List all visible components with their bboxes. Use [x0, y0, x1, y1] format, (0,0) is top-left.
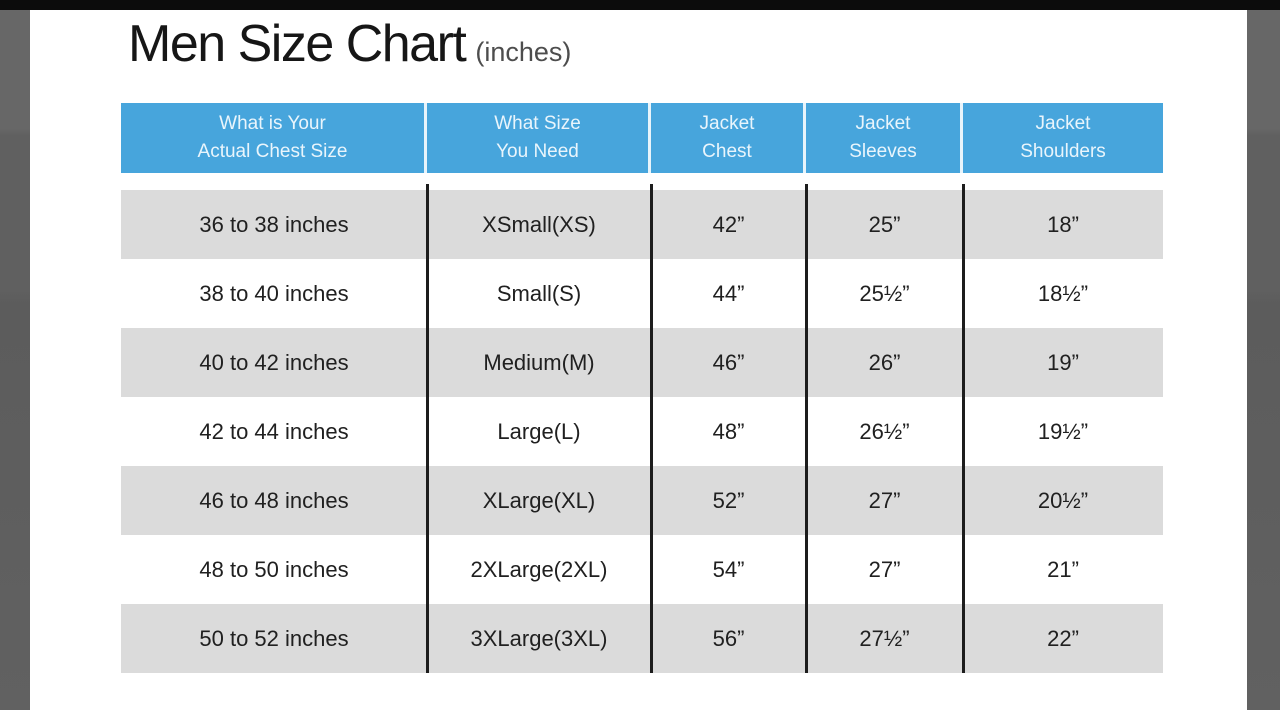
cell-jacket-sleeves: 27” — [868, 487, 901, 513]
cell-jacket-shoulders: 18½” — [1037, 280, 1089, 306]
column-header-actual-chest-size: What is Your Actual Chest Size — [121, 103, 427, 173]
left-letterbox-strip — [0, 10, 30, 710]
cell-chest-range: 38 to 40 inches — [199, 280, 349, 306]
cell-jacket-shoulders: 20½” — [1037, 487, 1089, 513]
cell-chest-range: 46 to 48 inches — [199, 487, 349, 513]
column-header-jacket-shoulders: Jacket Shoulders — [963, 103, 1163, 173]
column-divider — [426, 184, 429, 673]
column-header-size-you-need: What Size You Need — [427, 103, 651, 173]
cell-jacket-shoulders: 19” — [1047, 349, 1079, 375]
column-divider — [805, 184, 808, 673]
table-row: 48 to 50 inches 2XLarge(2XL) 54” 27” 21” — [121, 535, 1163, 604]
cell-jacket-chest: 42” — [712, 211, 745, 237]
cell-chest-range: 48 to 50 inches — [199, 556, 349, 582]
column-divider — [650, 184, 653, 673]
cell-chest-range: 36 to 38 inches — [199, 211, 349, 237]
cell-jacket-sleeves: 25” — [868, 211, 901, 237]
cell-jacket-sleeves: 27” — [868, 556, 901, 582]
cell-jacket-chest: 44” — [712, 280, 745, 306]
table-row: 40 to 42 inches Medium(M) 46” 26” 19” — [121, 328, 1163, 397]
cell-size-name: Medium(M) — [483, 349, 595, 375]
table-body: 36 to 38 inches XSmall(XS) 42” 25” 18” 3… — [121, 184, 1163, 673]
cell-size-name: Small(S) — [496, 280, 582, 306]
table-row: 46 to 48 inches XLarge(XL) 52” 27” 20½” — [121, 466, 1163, 535]
cell-size-name: 2XLarge(2XL) — [470, 556, 608, 582]
cell-size-name: 3XLarge(3XL) — [470, 625, 608, 651]
cell-chest-range: 50 to 52 inches — [199, 625, 349, 651]
cell-jacket-shoulders: 22” — [1047, 625, 1079, 651]
right-letterbox-strip — [1247, 10, 1280, 710]
header-line: You Need — [496, 141, 579, 162]
table-row: 38 to 40 inches Small(S) 44” 25½” 18½” — [121, 259, 1163, 328]
header-line: Shoulders — [1020, 141, 1106, 162]
cell-chest-range: 40 to 42 inches — [199, 349, 349, 375]
cell-jacket-sleeves: 27½” — [859, 625, 910, 651]
table-header-row: What is Your Actual Chest Size What Size… — [121, 103, 1163, 173]
size-chart-table: What is Your Actual Chest Size What Size… — [121, 103, 1163, 673]
page-title-unit-suffix: (inches) — [475, 37, 572, 67]
header-line: What is Your — [219, 113, 326, 134]
cell-size-name: XSmall(XS) — [482, 211, 596, 237]
table-row: 36 to 38 inches XSmall(XS) 42” 25” 18” — [121, 190, 1163, 259]
header-line: Chest — [702, 141, 752, 162]
header-line: Jacket — [855, 113, 911, 134]
column-divider — [962, 184, 965, 673]
cell-jacket-chest: 54” — [712, 556, 745, 582]
header-line: Jacket — [699, 113, 755, 134]
cell-size-name: Large(L) — [497, 418, 581, 444]
cell-jacket-sleeves: 25½” — [859, 280, 910, 306]
cell-chest-range: 42 to 44 inches — [199, 418, 349, 444]
cell-jacket-shoulders: 18” — [1047, 211, 1079, 237]
cell-jacket-shoulders: 21” — [1047, 556, 1079, 582]
cell-jacket-chest: 48” — [712, 418, 745, 444]
cell-jacket-chest: 46” — [712, 349, 745, 375]
top-letterbox-bar — [0, 0, 1280, 10]
page-title: Men Size Chart (inches) — [128, 12, 571, 76]
header-line: Jacket — [1035, 113, 1091, 134]
page-title-text: Men Size Chart — [128, 15, 467, 73]
cell-jacket-chest: 56” — [712, 625, 745, 651]
table-row: 50 to 52 inches 3XLarge(3XL) 56” 27½” 22… — [121, 604, 1163, 673]
cell-size-name: XLarge(XL) — [482, 487, 596, 513]
column-header-jacket-chest: Jacket Chest — [651, 103, 806, 173]
column-header-jacket-sleeves: Jacket Sleeves — [806, 103, 963, 173]
cell-jacket-chest: 52” — [712, 487, 745, 513]
cell-jacket-sleeves: 26½” — [859, 418, 910, 444]
cell-jacket-sleeves: 26” — [868, 349, 901, 375]
header-line: What Size — [494, 113, 581, 134]
header-line: Sleeves — [849, 141, 917, 162]
table-row: 42 to 44 inches Large(L) 48” 26½” 19½” — [121, 397, 1163, 466]
header-line: Actual Chest Size — [197, 141, 348, 162]
cell-jacket-shoulders: 19½” — [1037, 418, 1089, 444]
